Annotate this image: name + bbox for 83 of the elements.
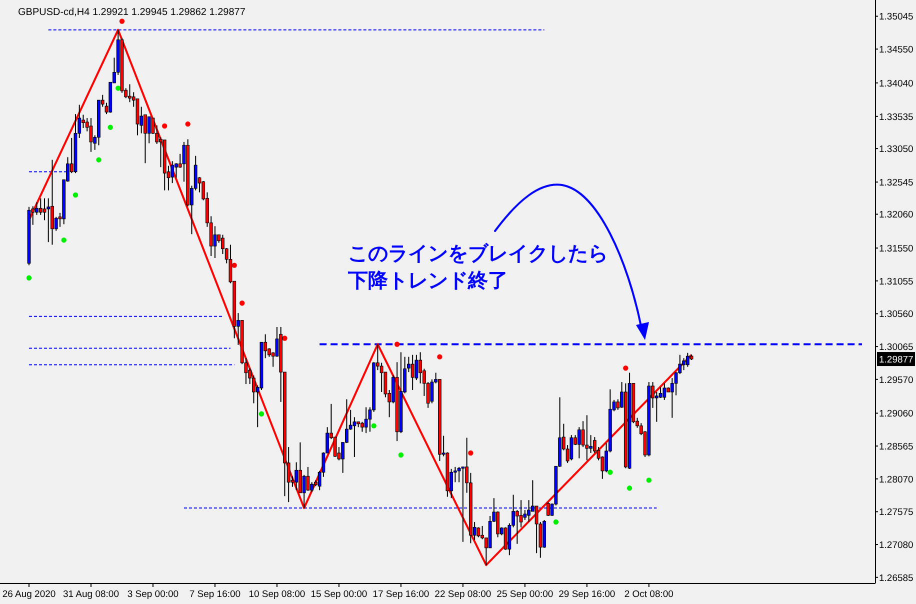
candlestick [360,421,364,432]
annotation: このラインをブレイクしたら下降トレンド終了 [347,241,608,292]
candlestick [128,84,132,103]
candlestick [519,500,523,528]
point [96,157,102,162]
point [108,124,113,130]
y-tick-label: 1.28565 [879,442,914,453]
x-tick-label: 17 Sep 16:00 [372,589,430,600]
y-tick-label: 1.28070 [879,474,914,486]
candlestick [46,198,50,243]
x-tick-label: 22 Sep 08:00 [434,589,492,600]
candlestick [662,382,666,400]
x-tick-label: 2 Oct 08:00 [624,589,674,600]
point [26,275,32,281]
text: GBPUSD-cd,H4 1.29921 1.29945 1.29862 1.29877 [18,7,246,18]
candlestick [570,434,574,461]
candlestick [380,362,384,392]
point [61,238,66,243]
y-tick-label: 1.34040 [879,78,914,90]
text: 1.29877 [879,354,914,366]
y-tick-label: 1.33535 [879,112,914,123]
x-tick-label: 7 Sep 16:00 [189,589,241,600]
point [239,300,245,306]
point [468,450,474,456]
y-tick-label: 1.33050 [879,144,914,156]
y-tick-label: 1.29570 [879,374,914,386]
point [623,366,628,371]
y-tick-label: 1.27575 [879,507,914,518]
point [72,192,78,198]
y-tick-label: 1.31055 [879,276,914,288]
point [626,486,632,491]
candlestick [585,414,589,461]
candlestick [546,502,550,517]
candlestick [410,354,414,390]
y-tick-label: 1.35045 [879,12,914,23]
y-tick-label: 1.32545 [879,178,914,189]
y-tick-label: 1.30065 [879,342,914,354]
point [162,123,168,129]
x-tick-label: 15 Sep 00:00 [310,589,368,600]
candlestick [658,386,662,398]
candlestick [89,118,93,152]
y-tick-label: 1.29060 [879,408,914,420]
x-tick-label: 29 Sep 16:00 [558,589,616,600]
candlestick [577,426,581,459]
point [394,342,400,347]
candlestick [306,466,310,492]
candlestick [534,506,538,554]
candlestick [430,378,434,404]
point [185,121,190,127]
candlestick [333,436,337,458]
point [553,519,559,525]
point [119,18,125,24]
candlestick [50,159,54,246]
point [232,262,237,268]
point [258,411,264,416]
point [608,470,613,475]
candlestick [682,358,686,371]
x-tick-label: 10 Sep 08:00 [248,589,306,600]
candlestick [294,462,298,491]
y-tick-label: 1.27080 [879,540,914,552]
candlestick [364,406,368,434]
point [646,478,652,483]
y-tick-label: 1.26585 [879,572,914,584]
point [398,452,404,458]
x-tick-label: 25 Sep 00:00 [496,589,554,600]
candlestick [504,526,508,550]
candlestick [686,352,690,368]
point [116,86,121,91]
point [437,354,442,360]
candlestick [42,198,46,221]
candlestick [213,226,217,259]
x-tick-label: 26 Aug 2020 [2,589,56,600]
candlestick [589,434,592,454]
line-series [28,28,693,566]
x-tick-label: 31 Aug 08:00 [62,589,119,600]
candlestick [147,116,151,144]
y-tick-label: 1.32060 [879,210,914,221]
x-tick-label: 3 Sep 00:00 [127,589,179,600]
point [371,423,376,428]
y-tick-label: 1.34550 [879,44,914,56]
y-tick-label: 1.30560 [879,309,914,320]
point [282,336,288,341]
y-tick-label: 1.31550 [879,244,914,255]
